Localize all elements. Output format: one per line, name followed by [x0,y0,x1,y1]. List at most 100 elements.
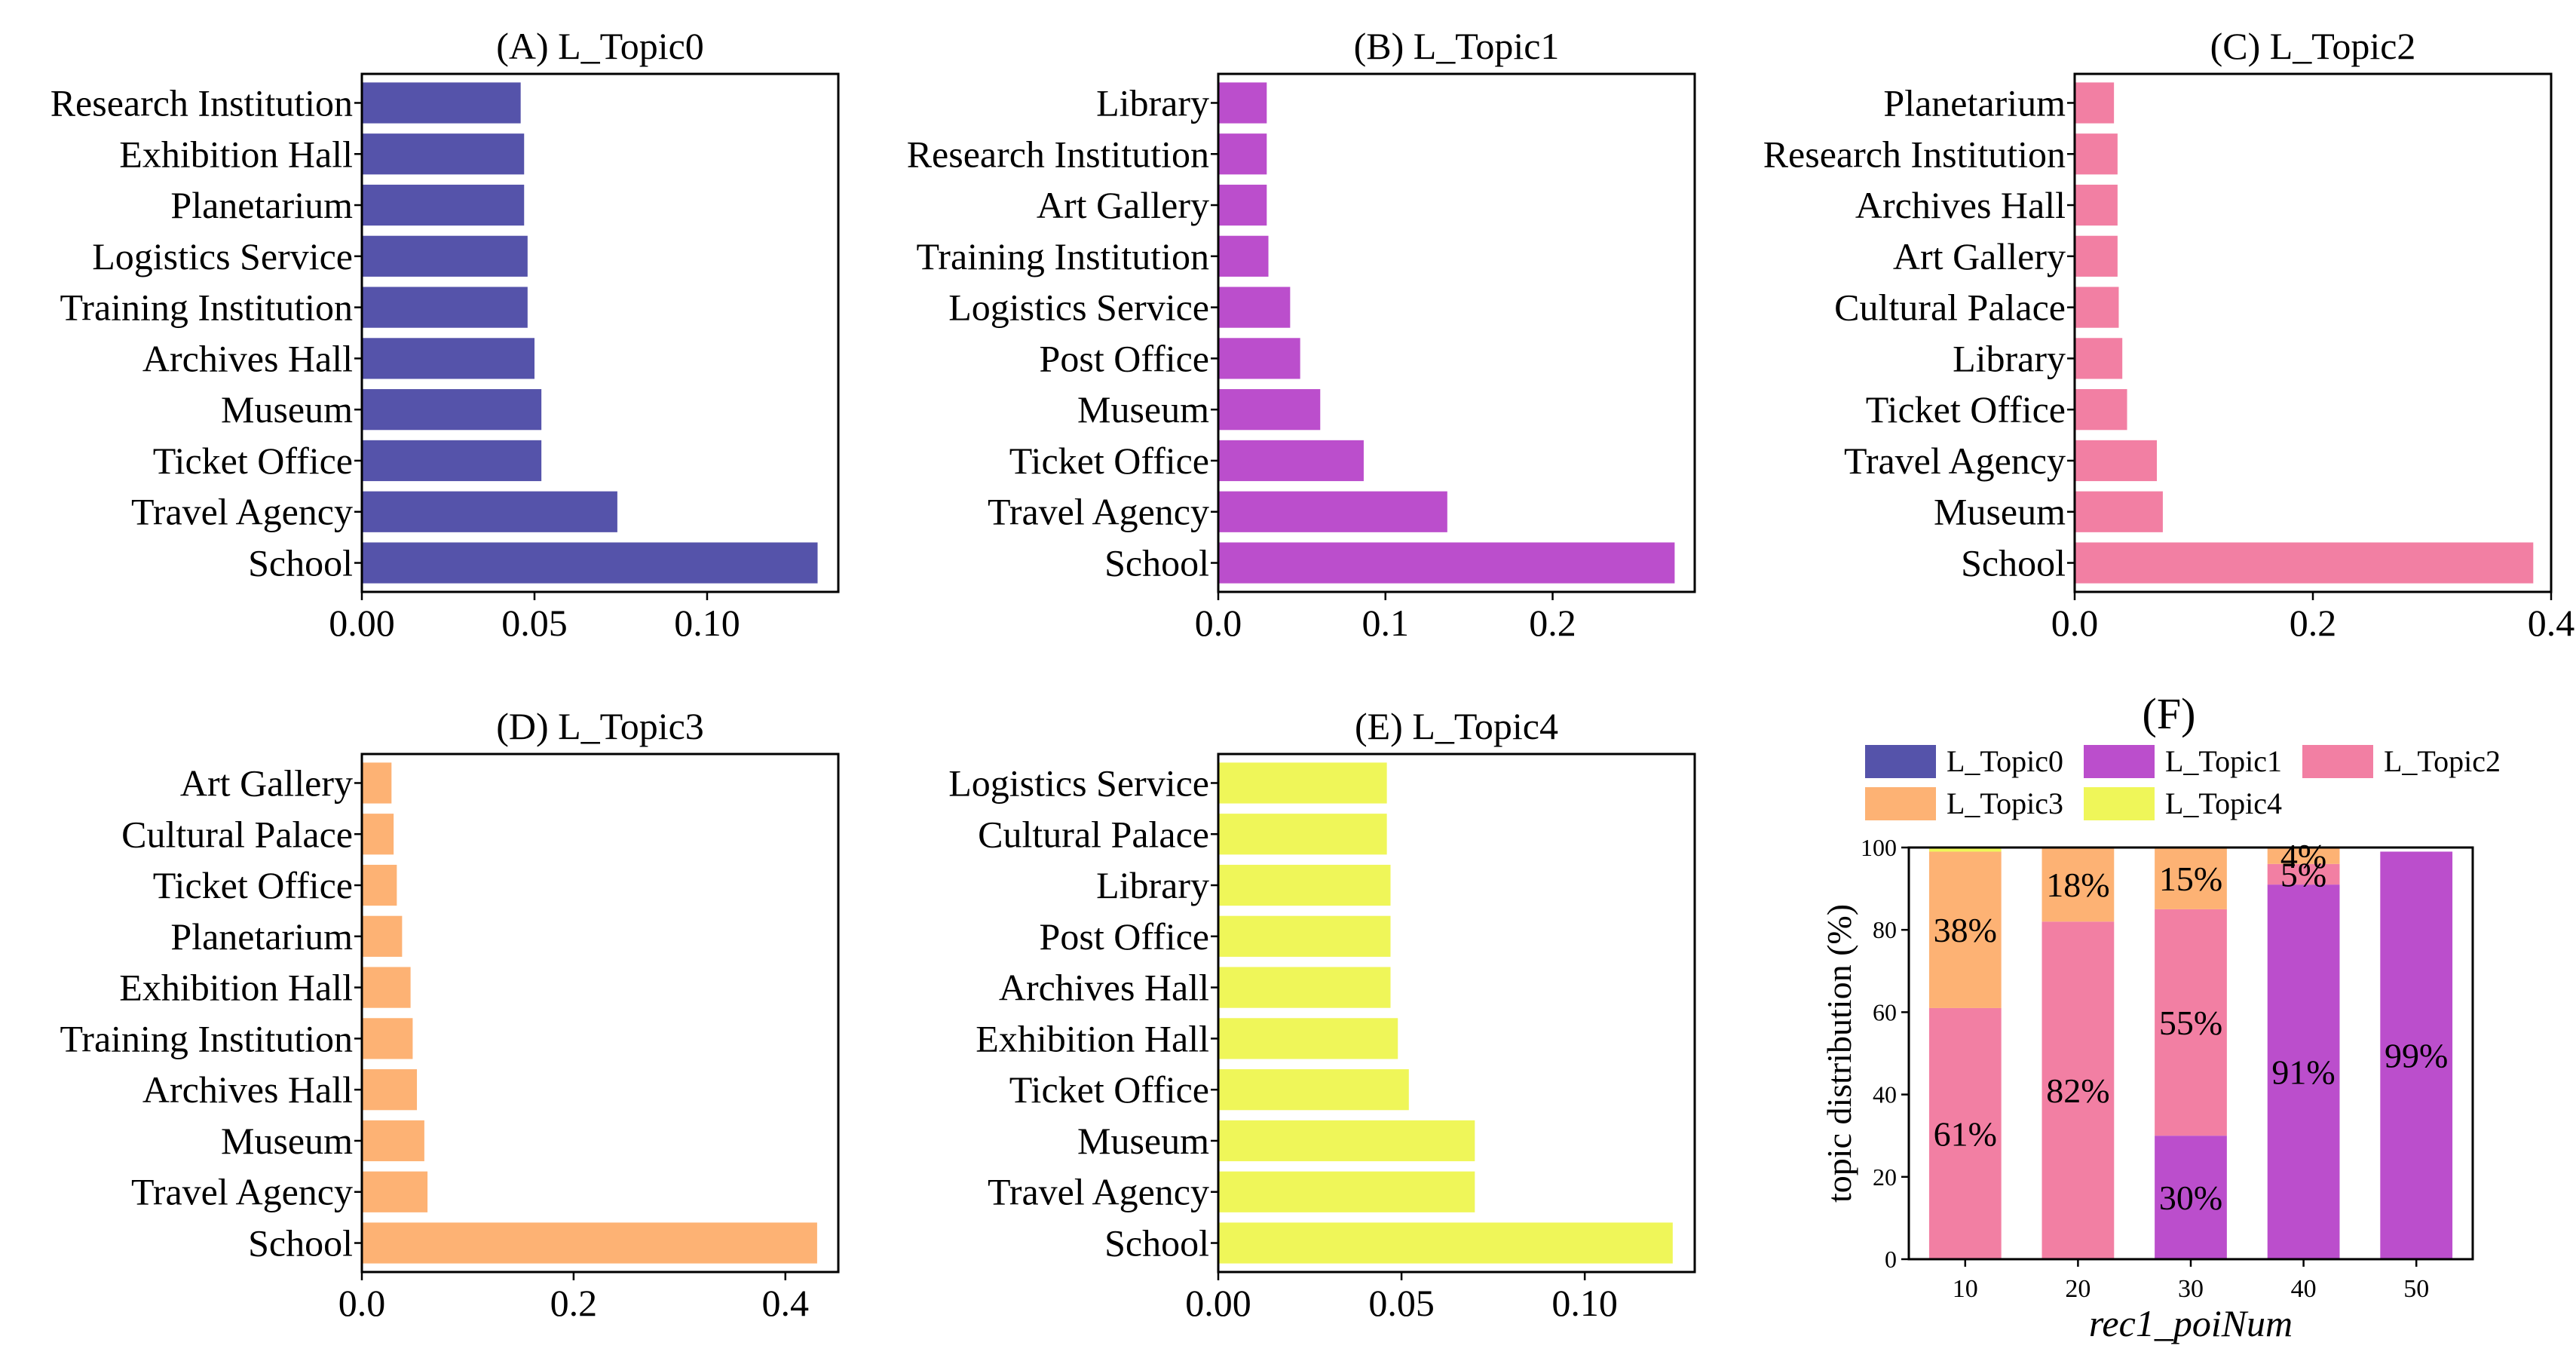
panel-b-l-topic1: (B) L_Topic1 School Travel Agency Ticket Of… [907,25,1696,644]
y-tick-label: Post Office [1040,915,1209,958]
y-tick-label: Cultural Palace [978,813,1209,855]
bar-segment-l-topic2-20 [2042,921,2115,1259]
data-label: 30% [2159,1179,2222,1217]
y-tick-label: Museum [221,1120,353,1162]
panel-c-l-topic2: (C) L_Topic2 School Museum Travel Agency Tic… [1763,25,2575,644]
y-tick-label: Travel Agency [131,1171,353,1213]
y-tick-label: Logistics Service [92,235,353,277]
x-tick-label: 0.05 [501,602,568,644]
x-tick-label: 0.2 [1529,602,1576,644]
plot-frame [1217,752,1696,1274]
bar-research-institution [1219,133,1267,175]
data-label: 38% [1934,911,1997,949]
y-tick-label: Research Institution [907,133,1209,175]
bar-school [1219,542,1675,584]
y-tick-label: Research Institution [51,81,353,124]
y-tick-label: Archives Hall [142,1068,353,1111]
bar-archives-hall [2075,184,2118,226]
bar-segment-l-topic1-30 [2155,1136,2227,1259]
y-tick-label: 0 [1885,1246,1897,1273]
legend-swatch [2084,745,2155,778]
bar-travel-agency [2075,440,2158,482]
plot-frame [360,752,840,1274]
y-tick-label: 40 [1873,1081,1897,1108]
legend-label: L_Topic0 [1947,744,2063,778]
bar-research-institution [2075,133,2118,175]
y-tick-label: Archives Hall [1855,184,2066,226]
y-tick-label: Ticket Office [1009,1068,1209,1111]
panel-title: (A) L_Topic0 [496,25,704,67]
legend-item-l-topic3: L_Topic3 [1865,786,2063,820]
y-tick-label: Ticket Office [1866,388,2066,431]
y-tick-label: Ticket Office [153,440,353,482]
bar-segment-l-topic3-10 [1928,851,2002,1008]
bar-library [2075,338,2123,379]
bar-training-institution [363,287,528,328]
legend-swatch [1865,787,1936,820]
y-tick-label: Travel Agency [131,491,353,533]
bar-library [1219,82,1267,124]
bar-training-institution [1219,235,1269,277]
y-tick-label: Exhibition Hall [976,1017,1209,1059]
data-label: 55% [2159,1004,2222,1042]
y-tick-label: Museum [1077,1120,1209,1162]
bar-research-institution [363,82,521,124]
plot-frame [1907,846,2474,1261]
x-tick-label: 0.0 [1195,602,1242,644]
panel-title: (F) [2143,689,2196,738]
y-tick-label: Planetarium [1883,81,2066,124]
legend-label: L_Topic3 [1947,786,2063,820]
bar-museum [1219,389,1321,431]
x-tick-label: 0.10 [674,602,740,644]
bar-ticket-office [363,864,397,906]
plot-frame [360,72,840,593]
y-tick-label: Library [1953,337,2066,379]
legend-swatch [1865,745,1936,778]
bar-school [2075,542,2534,584]
bar-library [1219,864,1391,906]
y-tick-label: Ticket Office [1009,440,1209,482]
bar-cultural-palace [363,814,394,855]
y-tick-label: Museum [221,388,353,431]
bar-museum [363,389,542,431]
x-tick-label: 0.4 [762,1282,810,1324]
x-tick-label: 0.0 [338,1282,386,1324]
legend-item-l-topic4: L_Topic4 [2084,786,2282,820]
legend-item-l-topic2: L_Topic2 [2302,744,2501,778]
bar-segment-l-topic3-20 [2042,848,2115,922]
bar-school [1219,1222,1673,1264]
bar-travel-agency [363,1171,428,1212]
y-tick-label: Art Gallery [1893,235,2066,277]
legend-label: L_Topic4 [2165,786,2282,820]
y-tick-label: Exhibition Hall [119,967,353,1009]
bar-post-office [1219,915,1391,957]
panel-d-l-topic3: (D) L_Topic3 School Travel Agency Museum Arc… [60,705,840,1324]
y-tick-label: Logistics Service [948,762,1209,804]
bar-museum [2075,491,2163,532]
y-tick-label: School [1104,1222,1209,1264]
x-tick-label: 0.00 [1185,1282,1251,1324]
bar-planetarium [2075,82,2115,124]
bar-travel-agency [1219,1171,1475,1212]
bar-art-gallery [363,762,392,804]
y-tick-label: Post Office [1040,337,1209,379]
x-tick-label: 20 [2065,1275,2091,1303]
y-tick-label: Training Institution [60,1017,353,1059]
panel-title: (C) L_Topic2 [2210,25,2416,67]
bar-exhibition-hall [1219,1018,1398,1059]
y-tick-label: School [1961,542,2066,584]
x-tick-label: 10 [1953,1275,1978,1303]
bar-segment-l-topic1-50 [2380,851,2453,1259]
bar-museum [363,1120,424,1162]
bar-archives-hall [363,1069,418,1111]
bar-segment-l-topic2-40 [2267,863,2340,885]
legend-label: L_Topic1 [2165,744,2282,778]
bar-art-gallery [1219,184,1267,226]
legend-item-l-topic1: L_Topic1 [2084,744,2282,778]
panel-stacked-distribution: (F) L_Topic0 L_Topic1 L_Topic2 L_Topic3 L_Top… [1820,689,2501,1344]
panel-title: (D) L_Topic3 [496,705,704,747]
y-axis-label: topic distribution (%) [1820,904,1858,1203]
bar-school [363,542,818,584]
bar-ticket-office [1219,1069,1409,1111]
